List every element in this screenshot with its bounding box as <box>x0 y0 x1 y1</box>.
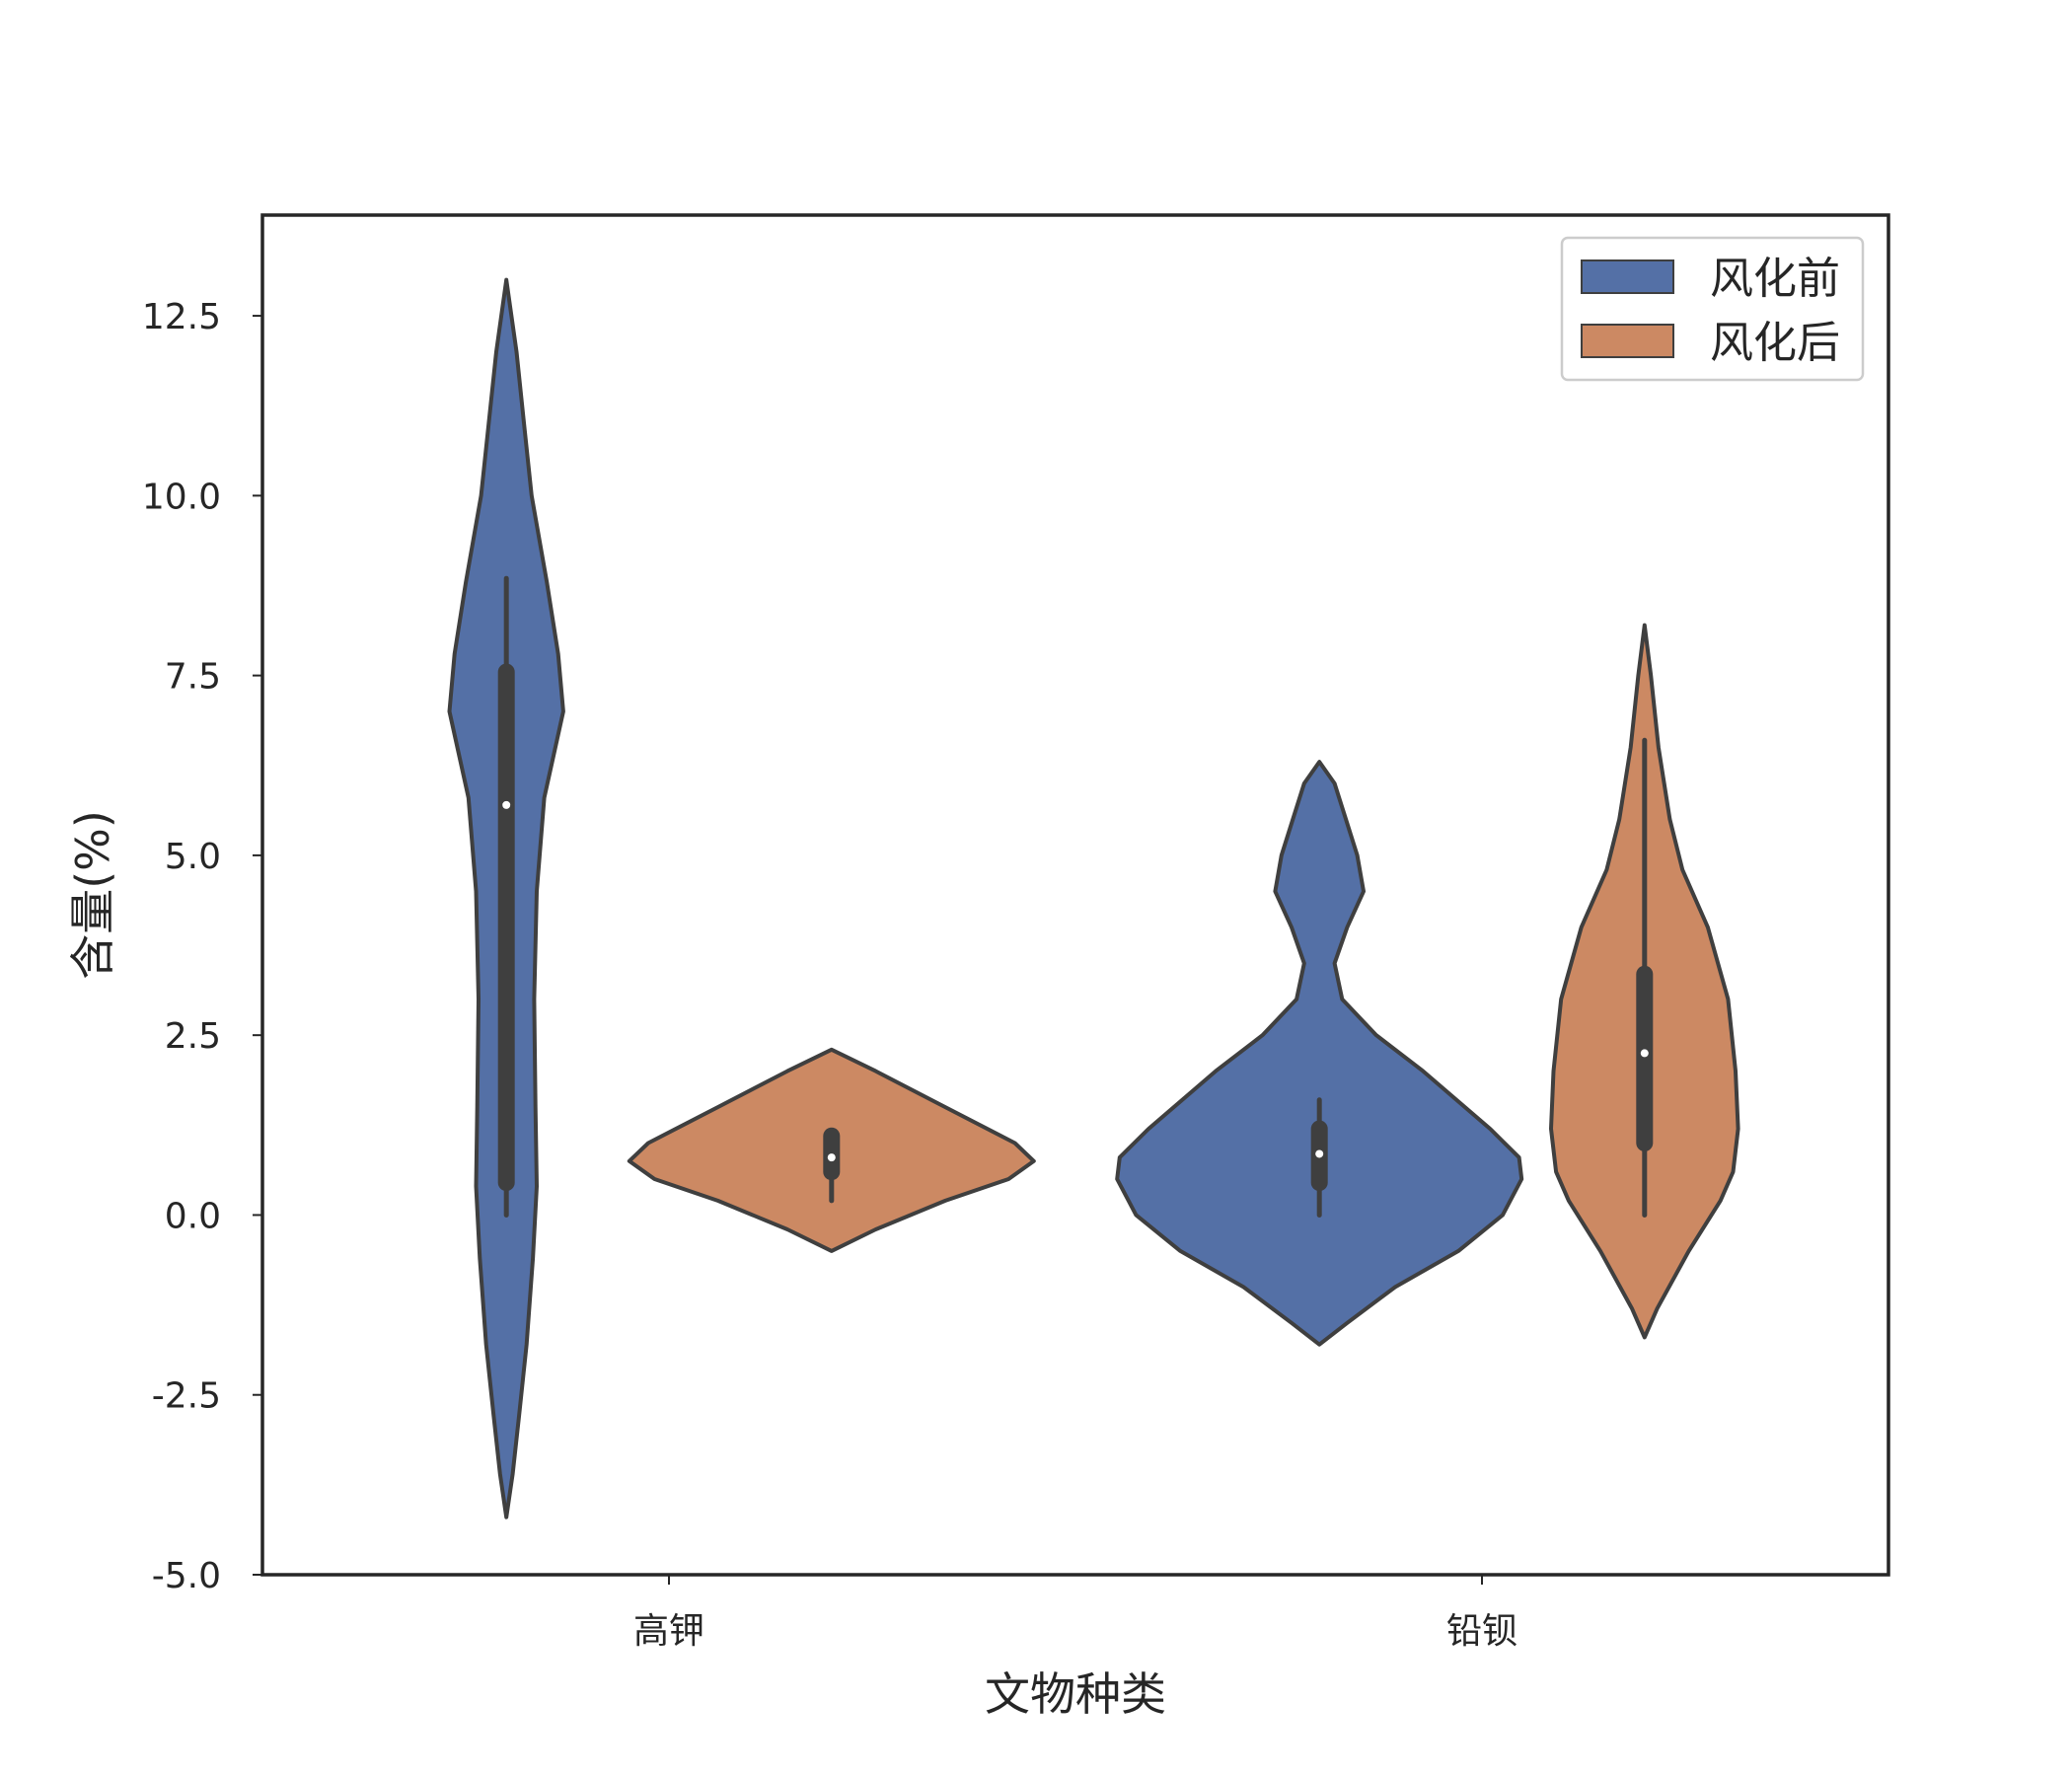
y-tick-label: 5.0 <box>165 837 221 877</box>
x-axis-ticks: 高钾 铅钡 <box>633 1575 1517 1652</box>
x-tick-label: 高钾 <box>633 1611 704 1652</box>
violin-median-point <box>502 800 511 809</box>
violins-layer <box>447 277 1740 1519</box>
legend-label-series-1: 风化前 <box>1710 254 1840 304</box>
x-axis-title: 文物种类 <box>985 1667 1166 1721</box>
y-tick-label: 12.5 <box>142 297 221 337</box>
legend: 风化前 风化后 <box>1560 236 1865 382</box>
violin-body <box>1115 760 1524 1347</box>
legend-swatch-series-2 <box>1581 324 1674 358</box>
y-tick-label: 10.0 <box>142 477 221 517</box>
plot-frame <box>260 213 1890 1577</box>
violin-铅钡-风化前 <box>1115 760 1524 1347</box>
violin-高钾-风化前 <box>447 277 565 1519</box>
y-tick-label: -5.0 <box>152 1556 221 1596</box>
legend-label-series-2: 风化后 <box>1710 318 1840 368</box>
y-axis-title: 含量(%) <box>66 810 119 980</box>
y-tick-label: 2.5 <box>165 1016 221 1057</box>
violin-高钾-风化后 <box>627 1047 1036 1253</box>
violin-median-point <box>827 1153 836 1162</box>
y-tick-label: 7.5 <box>165 657 221 698</box>
legend-swatch-series-1 <box>1581 259 1674 294</box>
y-tick-label: 0.0 <box>165 1196 221 1236</box>
x-tick-label: 铅钡 <box>1446 1611 1517 1652</box>
violin-median-point <box>1640 1049 1649 1058</box>
violin-铅钡-风化后 <box>1549 623 1740 1340</box>
y-tick-label: -2.5 <box>152 1376 221 1417</box>
violin-median-point <box>1315 1149 1324 1158</box>
y-axis-ticks: -5.0 -2.5 0.0 2.5 5.0 7.5 10.0 12.5 <box>142 297 262 1596</box>
